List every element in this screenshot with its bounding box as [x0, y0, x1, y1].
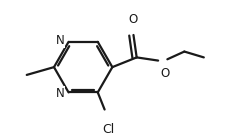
Text: N: N — [56, 87, 65, 100]
Text: N: N — [56, 34, 65, 47]
Text: O: O — [160, 67, 170, 80]
Text: Cl: Cl — [102, 123, 115, 136]
Text: O: O — [128, 13, 138, 26]
